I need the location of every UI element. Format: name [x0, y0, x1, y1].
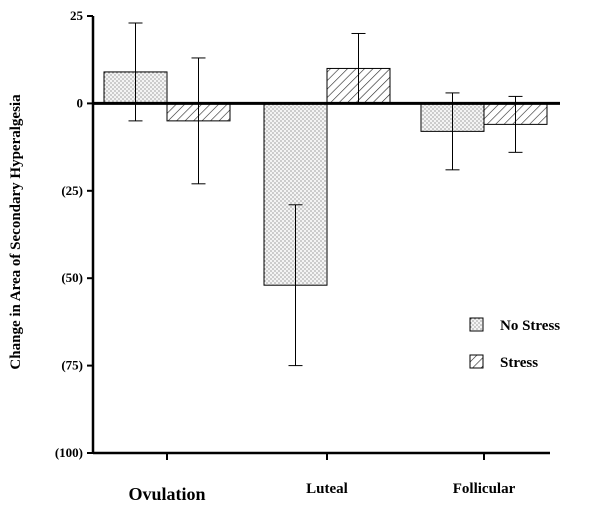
bars-layer	[103, 22, 548, 367]
y-tick-label: (50)	[61, 270, 83, 285]
y-tick-label: (25)	[61, 183, 83, 198]
y-axis-title: Change in Area of Secondary Hyperalgesia	[8, 94, 24, 370]
legend-label-no-stress: No Stress	[500, 318, 560, 334]
y-tick-label: 25	[70, 8, 84, 23]
legend: No Stress Stress	[469, 317, 560, 371]
x-axis: Ovulation Luteal Follicular	[93, 451, 550, 504]
y-tick-label: (75)	[61, 358, 83, 373]
x-category-label-follicular: Follicular	[453, 481, 516, 497]
legend-label-stress: Stress	[500, 355, 538, 371]
y-tick-label: (100)	[55, 445, 83, 460]
y-tick-label: 0	[77, 95, 84, 110]
y-axis: 25 0 (25) (50) (75) (100)	[55, 8, 95, 460]
legend-swatch-hatch	[469, 354, 484, 369]
x-category-label-ovulation: Ovulation	[128, 484, 205, 504]
legend-swatch-dots	[469, 317, 484, 332]
x-category-label-luteal: Luteal	[306, 481, 348, 497]
